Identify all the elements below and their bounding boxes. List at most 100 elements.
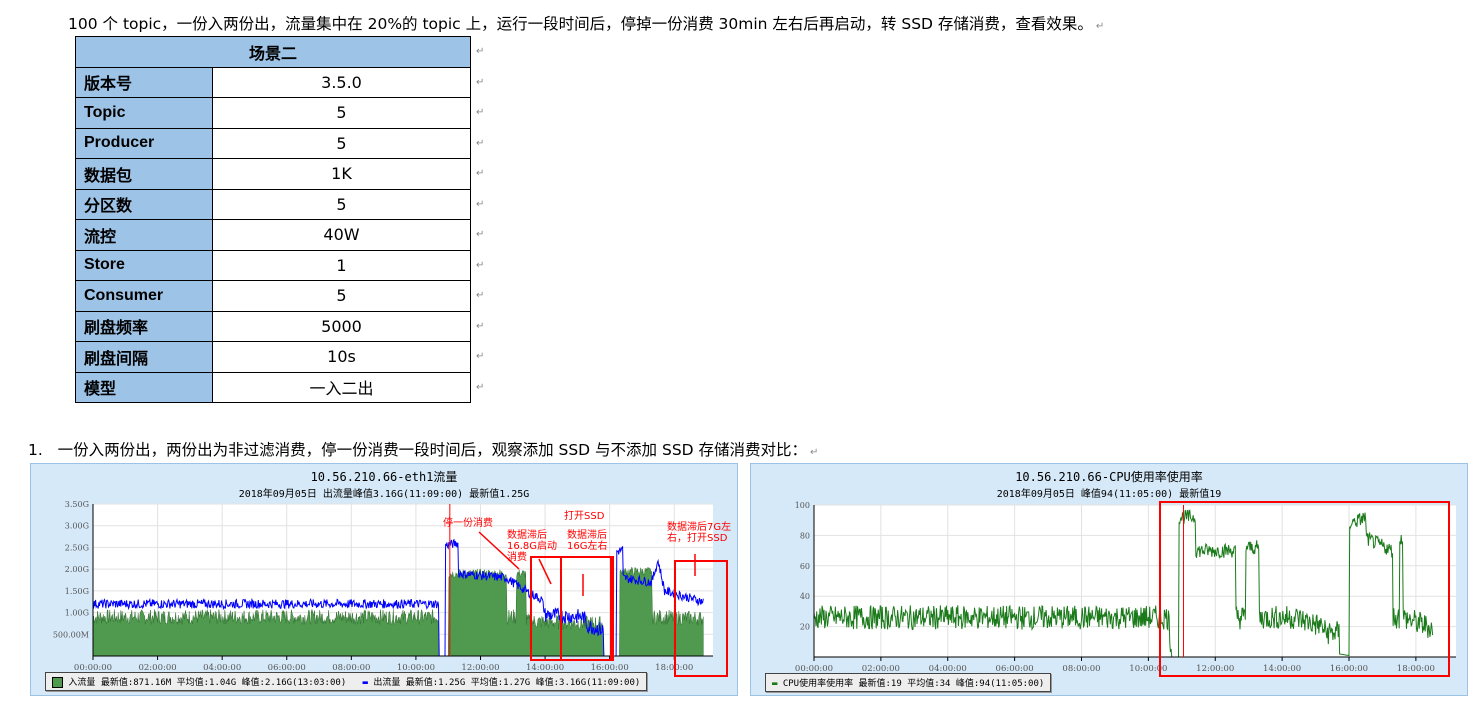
table-header: 场景二 [75,36,471,68]
row-label: Store [75,249,213,281]
chart-legend: 入流量 最新值:871.16M 平均值:1.04G 峰值:2.16G(13:03… [45,672,648,691]
row-label: 数据包 [75,158,213,190]
row-end-mark-icon: ↵ [476,46,485,57]
row-label: 流控 [75,219,213,251]
row-value: 1 [212,249,471,281]
row-label: Topic [75,97,213,129]
intro-paragraph: 100 个 topic，一份入两份出，流量集中在 20%的 topic 上，运行… [68,12,1104,34]
row-label: Consumer [75,280,213,312]
plot-area [814,505,1456,657]
x-tick-label: 08:00:00 [1062,664,1100,674]
y-tick-label: 500.00M [53,630,89,639]
row-value: 5 [212,97,471,129]
x-tick-label: 00:00:00 [795,664,833,674]
annotation: 停一份消费 [443,518,493,529]
x-tick-label: 06:00:00 [996,664,1034,674]
x-tick-label: 00:00:00 [74,663,112,673]
section-text: 一份入两份出，两份出为非过滤消费，停一份消费一段时间后，观察添加 SSD 与不添… [57,441,808,459]
x-tick-label: 04:00:00 [929,664,967,674]
table-row: Consumer 5 [75,280,471,312]
row-label: 刷盘间隔 [75,341,213,373]
row-end-mark-icon: ↵ [476,259,485,271]
x-tick-label: 10:00:00 [397,663,435,673]
highlight-box [1159,501,1450,677]
y-tick-label: 1.50G [65,587,89,596]
row-value: 5 [212,127,471,159]
row-label: 版本号 [75,66,213,98]
x-tick-label: 16:00:00 [591,663,629,673]
annotation-arrow [538,558,552,585]
row-end-mark-icon: ↵ [476,320,485,332]
section-heading: 1. 一份入两份出，两份出为非过滤消费，停一份消费一段时间后，观察添加 SSD … [28,438,818,460]
table-row: 模型 一入二出 [75,371,471,403]
row-end-mark-icon: ↵ [476,229,485,240]
y-tick-label: 2.50G [65,543,89,552]
x-tick-label: 18:00:00 [1397,664,1435,674]
row-value: 40W [212,219,471,251]
row-end-mark-icon: ↵ [476,137,485,149]
chart-title: 10.56.210.66-eth1流量 [310,470,458,484]
x-tick-label: 12:00:00 [1196,664,1234,674]
intro-text: 100 个 topic，一份入两份出，流量集中在 20%的 topic 上，运行… [68,15,1093,33]
table-row: 数据包 1K [75,158,471,190]
row-end-mark-icon: ↵ [476,351,485,362]
row-end-mark-icon: ↵ [476,198,485,210]
x-tick-label: 02:00:00 [862,664,900,674]
highlight-box [674,560,728,677]
y-tick-label: 20 [800,623,810,632]
table-row: 版本号 3.5.0 [75,66,471,98]
table-row: 刷盘间隔 10s [75,341,471,373]
row-value: 一入二出 [212,371,471,403]
x-tick-label: 10:00:00 [1129,664,1167,674]
scenario-table: 场景二 版本号 3.5.0 Topic 5 Producer 5 数据包 1K 分区数 5 流控 40… [75,36,471,403]
row-end-mark-icon: ↵ [476,76,485,88]
y-tick-label: 1.00G [65,609,89,618]
row-value: 3.5.0 [212,66,471,98]
y-tick-label: 40 [800,592,810,601]
legend-out: 出流量 最新值:1.25G 平均值:1.27G 峰值:3.16G(11:09:0… [373,678,641,688]
table-row: Topic 5 [75,97,471,129]
chart-plot: 3.50G 3.00G 2.50G 2.00G 1.50G 1.00G 500.00M 00:… [53,500,728,677]
paragraph-mark-icon: ↵ [1095,21,1105,32]
annotation: 数据滞后16G左右 [567,530,608,552]
legend-swatch-in [52,677,63,688]
paragraph-mark-icon: ↵ [810,447,819,458]
legend-swatch-cpu: ▬ [772,679,778,689]
table-row: 分区数 5 [75,188,471,220]
x-tick-label: 04:00:00 [203,663,241,673]
row-end-mark-icon: ↵ [476,168,485,179]
y-tick-label: 100 [795,501,810,510]
row-end-mark-icon: ↵ [476,107,485,118]
table-row: Producer 5 [75,127,471,159]
x-tick-label: 02:00:00 [138,663,176,673]
row-value: 5 [212,188,471,220]
annotation: 打开SSD [564,511,605,522]
network-traffic-chart: 10.56.210.66-eth1流量 2018年09月05日 出流量峰值3.1… [30,463,738,696]
chart-legend: ▬ CPU使用率使用率 最新值:19 平均值:34 峰值:94(11:05:00… [765,673,1052,692]
cpu-usage-chart: 10.56.210.66-CPU使用率使用率 2018年09月05日 峰值94(… [750,463,1468,696]
row-value: 5 [212,280,471,312]
row-value: 5000 [212,310,471,342]
x-tick-label: 16:00:00 [1330,664,1368,674]
row-label: 刷盘频率 [75,310,213,342]
row-end-mark-icon: ↵ [476,290,485,301]
chart-plot: 100 80 60 40 20 00:00:00 02:00:00 04:00:00 06:00… [795,501,1456,677]
x-tick-label: 06:00:00 [268,663,306,673]
y-tick-label: 2.00G [65,565,89,574]
section-number: 1. [28,441,43,459]
legend-swatch-out: ▬ [362,678,368,688]
chart-title: 10.56.210.66-CPU使用率使用率 [1015,470,1203,484]
row-value: 1K [212,158,471,190]
row-label: Producer [75,127,213,159]
annotation-arrow [478,531,520,570]
series-line-1 [92,538,704,657]
x-tick-label: 08:00:00 [332,663,370,673]
chart-subtitle: 2018年09月05日 出流量峰值3.16G(11:09:00) 最新值1.25… [238,489,530,500]
table-row: Store 1 [75,249,471,281]
table-row: 刷盘频率 5000 [75,310,471,342]
annotation: 数据滞后7G左右，打开SSD [667,522,732,544]
row-value: 10s [212,341,471,373]
row-label: 分区数 [75,188,213,220]
chart-subtitle: 2018年09月05日 峰值94(11:05:00) 最新值19 [996,489,1222,500]
table-row: 流控 40W [75,219,471,251]
